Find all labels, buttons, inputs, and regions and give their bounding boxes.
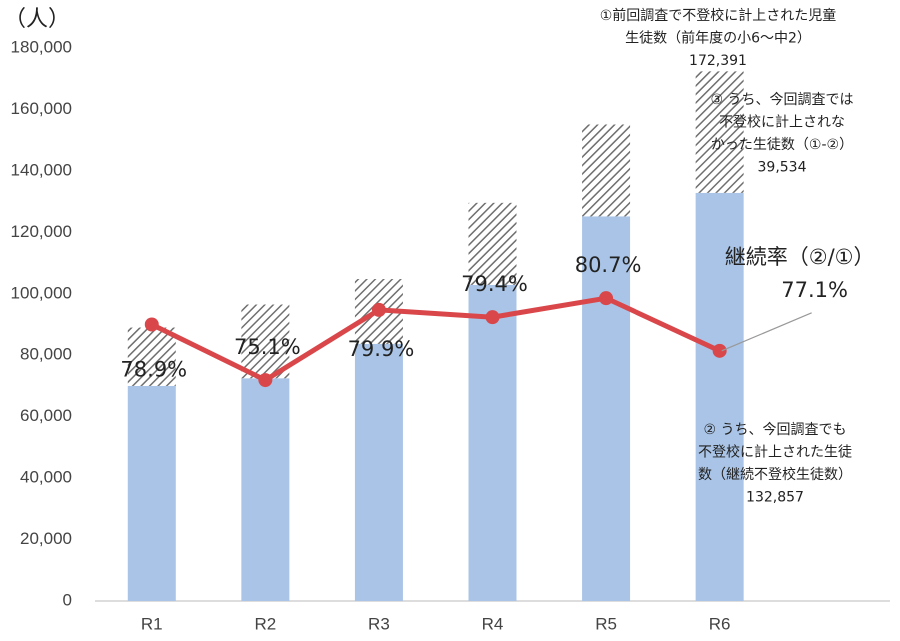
annotation: 39,534 — [758, 160, 807, 176]
bar-segment — [695, 192, 744, 601]
rate-marker — [258, 373, 273, 388]
x-tick-label: R1 — [141, 614, 163, 633]
unit-label: （人） — [4, 7, 70, 32]
rate-title: 継続率（②/①） — [725, 245, 875, 269]
annotation: 不登校に計上された生徒 — [698, 444, 852, 461]
x-tick-label: R3 — [368, 614, 390, 633]
rate-marker — [371, 302, 386, 317]
bar-segment — [582, 216, 631, 601]
data-label: 79.9% — [348, 337, 415, 361]
y-tick-label: 160,000 — [11, 99, 72, 118]
x-tick-label: R5 — [595, 614, 617, 633]
data-label: 80.7% — [575, 253, 642, 277]
rate-marker — [144, 317, 159, 332]
annotation: ② うち、今回調査でも — [703, 422, 846, 438]
annotation: 172,391 — [689, 53, 747, 69]
data-label: 75.1% — [234, 335, 301, 359]
annotation: かった生徒数（①-②） — [711, 137, 853, 153]
data-label: 78.9% — [120, 358, 187, 382]
y-tick-label: 60,000 — [20, 406, 72, 425]
y-tick-label: 20,000 — [20, 529, 72, 548]
bar-segment — [241, 378, 290, 601]
leader-line — [721, 312, 812, 352]
bar-segment — [241, 304, 290, 379]
rate-line — [150, 295, 721, 383]
annotation: ①前回調査で不登校に計上された児童 — [600, 7, 837, 24]
annotation: 数（継続不登校生徒数） — [698, 466, 852, 483]
rate-marker — [485, 310, 500, 325]
y-tick-label: 140,000 — [11, 160, 72, 179]
bar-segment — [582, 124, 631, 217]
x-tick-label: R4 — [482, 614, 504, 633]
bar-segment — [127, 327, 176, 386]
annotation: ③ うち、今回調査では — [710, 92, 853, 108]
rate-marker — [599, 291, 614, 306]
bar-segment — [468, 202, 517, 285]
bar-segment — [468, 284, 517, 601]
rate-marker — [712, 343, 727, 358]
bar-segment — [127, 385, 176, 601]
data-label: 79.4% — [461, 272, 528, 296]
data-label: 77.1% — [781, 278, 848, 302]
bar-segment — [695, 71, 744, 193]
annotation: 生徒数（前年度の小6～中2） — [625, 30, 811, 47]
y-tick-label: 80,000 — [20, 345, 72, 364]
bar-segment — [354, 343, 403, 601]
y-tick-label: 40,000 — [20, 468, 72, 487]
y-tick-label: 100,000 — [11, 283, 72, 302]
y-tick-label: 180,000 — [11, 37, 72, 56]
x-tick-label: R6 — [709, 614, 731, 633]
annotation: 不登校に計上されな — [719, 114, 845, 131]
y-tick-label: 0 — [63, 590, 72, 609]
y-tick-label: 120,000 — [11, 222, 72, 241]
annotation: 132,857 — [746, 490, 804, 506]
x-tick-label: R2 — [254, 614, 276, 633]
